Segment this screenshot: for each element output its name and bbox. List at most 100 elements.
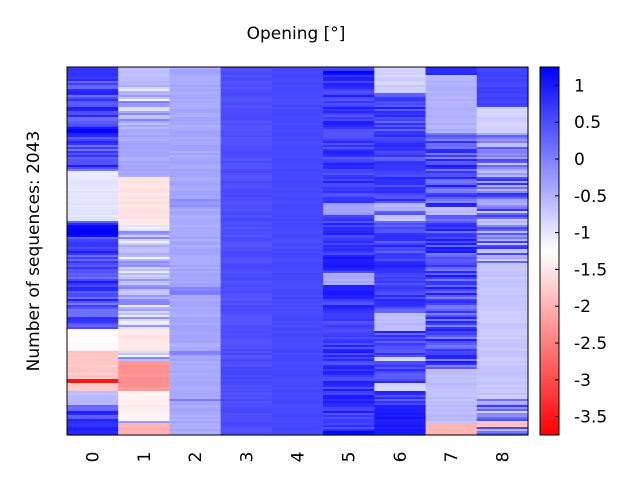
heatmap-cell-col-0 <box>67 403 119 406</box>
heatmap-cell-col-4 <box>271 145 324 148</box>
heatmap-cell-col-6 <box>374 301 427 304</box>
heatmap-cell-col-7 <box>425 321 478 324</box>
heatmap-cell-col-1 <box>118 223 171 226</box>
heatmap-cell-col-7 <box>425 269 478 272</box>
heatmap-cell-col-2 <box>169 97 222 100</box>
heatmap-cell-col-3 <box>220 311 273 314</box>
heatmap-cell-col-2 <box>169 371 222 374</box>
heatmap-cell-col-8 <box>476 125 529 128</box>
heatmap-cell-col-3 <box>220 257 273 260</box>
heatmap-cell-col-2 <box>169 361 222 364</box>
heatmap-cell-col-0 <box>67 111 119 114</box>
heatmap-cell-col-4 <box>271 89 324 92</box>
heatmap-cell-col-7 <box>425 219 478 222</box>
heatmap-cell-col-4 <box>271 111 324 114</box>
heatmap-cell-col-0 <box>67 383 119 386</box>
heatmap-cell-col-7 <box>425 67 478 70</box>
heatmap-cell-col-5 <box>323 331 375 334</box>
heatmap-cell-col-3 <box>220 289 273 292</box>
heatmap-cell-col-3 <box>220 69 273 72</box>
heatmap-cell-col-2 <box>169 89 222 92</box>
heatmap-cell-col-6 <box>374 145 427 148</box>
heatmap-cell-col-2 <box>169 147 222 150</box>
heatmap-cell-col-2 <box>169 293 222 296</box>
heatmap-cell-col-0 <box>67 291 119 294</box>
heatmap-cell-col-2 <box>169 321 222 324</box>
heatmap-cell-col-2 <box>169 355 222 358</box>
heatmap-cell-col-5 <box>323 321 375 324</box>
heatmap-cell-col-3 <box>220 317 273 320</box>
heatmap-cell-col-6 <box>374 105 427 108</box>
heatmap-cell-col-1 <box>118 341 171 344</box>
heatmap-cell-col-6 <box>374 141 427 144</box>
heatmap-cell-col-3 <box>220 297 273 300</box>
heatmap-cell-col-7 <box>425 297 478 300</box>
heatmap-cell-col-3 <box>220 139 273 142</box>
heatmap-cell-col-3 <box>220 75 273 78</box>
heatmap-cell-col-0 <box>67 425 119 428</box>
heatmap-cell-col-2 <box>169 141 222 144</box>
heatmap-cell-col-2 <box>169 71 222 74</box>
heatmap-cell-col-4 <box>271 115 324 118</box>
heatmap-cell-col-7 <box>425 221 478 224</box>
heatmap-cell-col-6 <box>374 157 427 160</box>
heatmap-cell-col-3 <box>220 127 273 130</box>
heatmap-cell-col-5 <box>323 203 375 206</box>
heatmap-cell-col-1 <box>118 227 171 230</box>
heatmap-cell-col-7 <box>425 299 478 302</box>
heatmap-cell-col-3 <box>220 315 273 318</box>
heatmap-cell-col-2 <box>169 197 222 200</box>
heatmap-cell-col-2 <box>169 127 222 130</box>
heatmap-cell-col-8 <box>476 263 529 266</box>
heatmap-cell-col-3 <box>220 355 273 358</box>
heatmap-cell-col-6 <box>374 85 427 88</box>
heatmap-cell-col-7 <box>425 289 478 292</box>
heatmap-cell-col-4 <box>271 147 324 150</box>
heatmap-cell-col-6 <box>374 309 427 312</box>
heatmap-cell-col-6 <box>374 163 427 166</box>
heatmap-cells <box>67 67 529 436</box>
heatmap-cell-col-8 <box>476 231 529 234</box>
heatmap-cell-col-5 <box>323 173 375 176</box>
heatmap-cell-col-7 <box>425 343 478 346</box>
heatmap-cell-col-8 <box>476 91 529 94</box>
heatmap-cell-col-5 <box>323 301 375 304</box>
heatmap-cell-col-4 <box>271 67 324 70</box>
heatmap-cell-col-1 <box>118 363 171 366</box>
heatmap-cell-col-2 <box>169 255 222 258</box>
heatmap-cell-col-4 <box>271 177 324 180</box>
colorbar-tick-label: -3.5 <box>574 408 607 428</box>
heatmap-cell-col-5 <box>323 417 375 420</box>
heatmap-cell-col-5 <box>323 405 375 408</box>
heatmap-cell-col-0 <box>67 251 119 254</box>
heatmap-cell-col-4 <box>271 427 324 430</box>
heatmap-cell-col-6 <box>374 73 427 76</box>
heatmap-cell-col-6 <box>374 369 427 372</box>
heatmap-cell-col-1 <box>118 353 171 356</box>
heatmap-cell-col-2 <box>169 135 222 138</box>
heatmap-cell-col-1 <box>118 379 171 382</box>
heatmap-cell-col-2 <box>169 91 222 94</box>
heatmap-cell-col-0 <box>67 95 119 98</box>
heatmap-cell-col-2 <box>169 95 222 98</box>
heatmap-cell-col-1 <box>118 329 171 332</box>
heatmap-cell-col-3 <box>220 313 273 316</box>
heatmap-cell-col-7 <box>425 317 478 320</box>
heatmap-cell-col-1 <box>118 245 171 248</box>
heatmap-cell-col-2 <box>169 409 222 412</box>
heatmap-cell-col-8 <box>476 371 529 374</box>
heatmap-cell-col-7 <box>425 379 478 382</box>
heatmap-cell-col-3 <box>220 373 273 376</box>
heatmap-cell-col-0 <box>67 215 119 218</box>
heatmap-cell-col-0 <box>67 419 119 422</box>
heatmap-cell-col-8 <box>476 297 529 300</box>
heatmap-cell-col-0 <box>67 407 119 410</box>
heatmap-cell-col-2 <box>169 423 222 426</box>
heatmap-cell-col-5 <box>323 403 375 406</box>
colorbar-tick-label: -0.5 <box>574 187 607 207</box>
heatmap-cell-col-7 <box>425 433 478 436</box>
heatmap-cell-col-4 <box>271 237 324 240</box>
heatmap-cell-col-8 <box>476 135 529 138</box>
colorbar-ticks: 10.50-0.5-1-1.5-2-2.5-3-3.5 <box>555 76 607 428</box>
heatmap-cell-col-8 <box>476 405 529 408</box>
